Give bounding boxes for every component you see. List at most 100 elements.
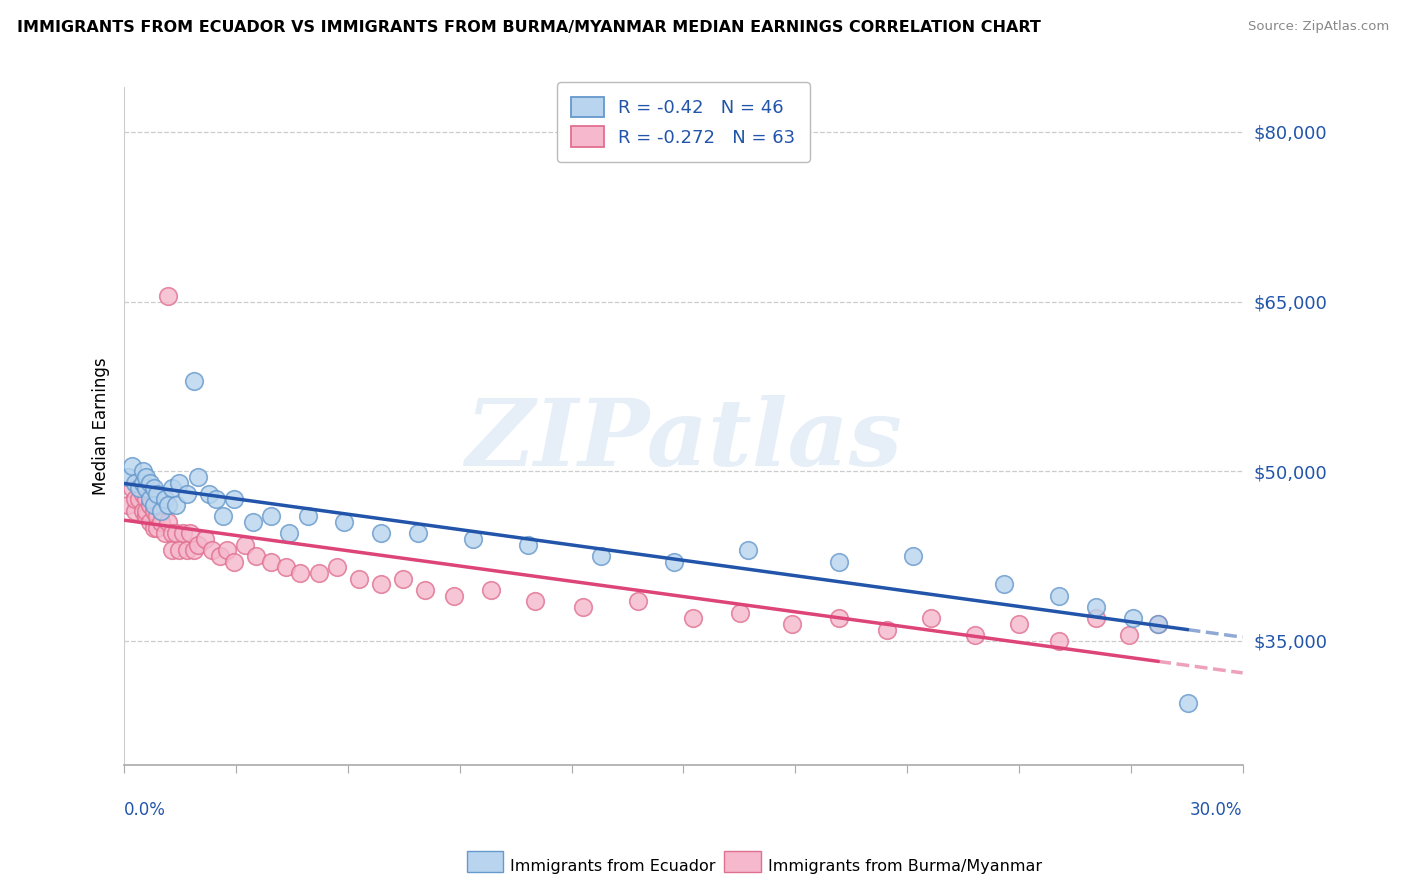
Point (828, 555, 851, 569)
Point (128, 481, 150, 495)
Point (153, 492, 176, 507)
Point (876, 623, 898, 637)
Text: Source: ZipAtlas.com: Source: ZipAtlas.com (1249, 20, 1389, 33)
Text: 0.0%: 0.0% (124, 801, 166, 819)
Point (347, 572, 370, 586)
Point (142, 481, 165, 495)
Point (176, 487, 198, 501)
Point (920, 611, 942, 625)
Point (260, 555, 283, 569)
Point (461, 532, 484, 546)
Point (179, 526, 201, 541)
Point (208, 549, 231, 563)
Text: Immigrants from Burma/Myanmar: Immigrants from Burma/Myanmar (768, 859, 1042, 873)
Point (121, 458, 143, 473)
Point (333, 515, 356, 529)
Point (139, 498, 162, 512)
Point (370, 577, 392, 591)
Point (516, 538, 538, 552)
Point (1084, 611, 1107, 625)
Point (479, 582, 502, 597)
Point (664, 555, 686, 569)
Point (149, 504, 172, 518)
Point (413, 582, 436, 597)
Point (128, 492, 150, 507)
Point (290, 566, 312, 580)
Point (443, 589, 465, 603)
Point (157, 515, 180, 529)
Point (370, 526, 392, 541)
Point (157, 498, 180, 512)
Point (205, 492, 228, 507)
Point (1118, 628, 1140, 642)
Point (274, 560, 297, 574)
Point (224, 492, 246, 507)
Point (1047, 633, 1070, 648)
Point (146, 521, 169, 535)
Point (131, 464, 153, 478)
Point (737, 543, 759, 558)
Point (135, 481, 157, 495)
Point (1122, 611, 1144, 625)
Point (297, 509, 319, 524)
Point (1008, 616, 1031, 631)
Point (308, 566, 330, 580)
Point (1177, 696, 1199, 710)
Point (117, 470, 139, 484)
Point (728, 606, 751, 620)
Point (139, 475, 162, 490)
Point (142, 521, 165, 535)
Point (589, 549, 612, 563)
Point (176, 543, 198, 558)
Point (194, 532, 217, 546)
Point (128, 475, 150, 490)
Point (142, 498, 165, 512)
Point (233, 538, 256, 552)
Point (160, 543, 183, 558)
Point (187, 470, 209, 484)
Point (172, 526, 194, 541)
Point (139, 492, 162, 507)
Point (993, 577, 1015, 591)
Point (1147, 616, 1170, 631)
Point (124, 492, 146, 507)
Point (117, 498, 139, 512)
Point (139, 515, 162, 529)
Point (135, 504, 157, 518)
Point (131, 504, 153, 518)
Point (149, 515, 172, 529)
Point (142, 504, 165, 518)
Point (183, 374, 205, 388)
Point (135, 492, 157, 507)
Point (187, 538, 209, 552)
Point (197, 487, 219, 501)
Point (167, 543, 190, 558)
Point (215, 543, 238, 558)
Point (1147, 616, 1170, 631)
Point (523, 594, 546, 608)
Point (392, 572, 415, 586)
Point (278, 526, 301, 541)
Point (165, 526, 187, 541)
Point (901, 549, 924, 563)
Text: 30.0%: 30.0% (1189, 801, 1243, 819)
Point (682, 611, 704, 625)
Point (1084, 599, 1107, 614)
Point (153, 526, 176, 541)
Point (571, 599, 593, 614)
Point (224, 555, 246, 569)
Point (160, 481, 183, 495)
Point (121, 481, 143, 495)
Point (135, 470, 157, 484)
Point (828, 611, 851, 625)
Point (1047, 589, 1070, 603)
Point (406, 526, 429, 541)
Point (212, 509, 235, 524)
Point (124, 475, 146, 490)
Point (245, 549, 267, 563)
Point (146, 509, 169, 524)
Point (242, 515, 264, 529)
Text: IMMIGRANTS FROM ECUADOR VS IMMIGRANTS FROM BURMA/MYANMAR MEDIAN EARNINGS CORRELA: IMMIGRANTS FROM ECUADOR VS IMMIGRANTS FR… (17, 20, 1040, 35)
Point (963, 628, 986, 642)
Point (167, 475, 190, 490)
